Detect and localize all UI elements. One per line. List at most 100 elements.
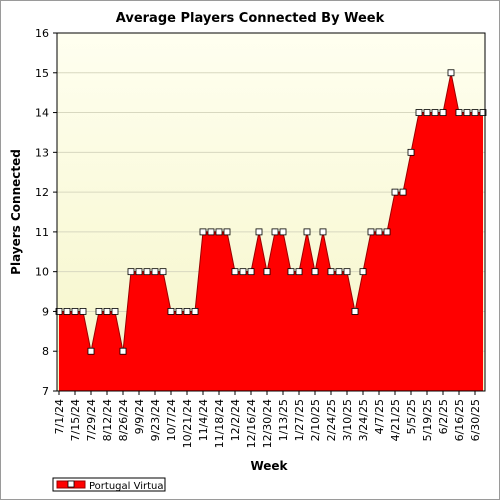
x-tick-label: 12/2/24 xyxy=(229,399,242,441)
data-point xyxy=(207,228,215,236)
y-tick-label: 8 xyxy=(42,345,49,358)
series-area xyxy=(59,72,483,392)
data-point xyxy=(335,268,343,276)
data-point xyxy=(271,228,279,236)
data-point xyxy=(79,308,87,315)
data-point xyxy=(127,268,135,276)
data-point xyxy=(231,268,239,276)
x-tick-label: 9/23/24 xyxy=(149,399,162,441)
plot-border xyxy=(56,32,486,392)
chart-title: Average Players Connected By Week xyxy=(116,11,385,26)
y-axis-title: Players Connected xyxy=(9,149,23,275)
data-point xyxy=(463,109,471,116)
data-point xyxy=(455,109,463,116)
y-tick-label: 9 xyxy=(42,305,49,318)
x-tick-label: 3/24/25 xyxy=(357,399,370,441)
data-point xyxy=(471,109,479,116)
x-tick-label: 11/18/24 xyxy=(213,399,226,448)
data-point xyxy=(199,228,207,236)
x-axis-title: Week xyxy=(250,459,288,473)
x-tick-label: 5/5/25 xyxy=(405,399,418,434)
data-point xyxy=(223,228,231,236)
data-point xyxy=(415,109,423,116)
data-point xyxy=(303,228,311,236)
data-point xyxy=(447,69,455,77)
x-tick-label: 5/19/25 xyxy=(421,399,434,441)
y-tick-label: 7 xyxy=(42,385,49,398)
x-tick-label: 2/24/25 xyxy=(325,399,338,441)
data-point xyxy=(423,109,431,116)
data-area xyxy=(59,72,483,392)
data-point xyxy=(103,308,111,315)
data-point xyxy=(215,228,223,236)
data-point xyxy=(71,308,79,315)
data-point xyxy=(287,268,295,276)
data-point xyxy=(263,268,271,276)
data-point xyxy=(375,228,383,236)
y-tick-label: 10 xyxy=(35,266,49,279)
x-tick-label: 10/21/24 xyxy=(181,399,194,448)
x-tick-label: 3/10/25 xyxy=(341,399,354,441)
data-point xyxy=(479,109,487,116)
y-axis-ticks: 7 8 9 10 11 12 13 14 15 16 xyxy=(35,27,57,398)
data-point xyxy=(135,268,143,276)
x-tick-label: 6/30/25 xyxy=(469,399,482,441)
data-point xyxy=(255,228,263,236)
data-point xyxy=(119,347,127,355)
x-tick-label: 12/30/24 xyxy=(261,399,274,448)
data-point xyxy=(239,268,247,276)
data-point xyxy=(399,188,407,196)
data-point xyxy=(175,308,183,315)
data-point xyxy=(183,308,191,315)
data-point xyxy=(167,308,175,315)
data-point xyxy=(407,148,415,156)
data-point xyxy=(191,308,199,315)
data-point xyxy=(87,347,95,355)
x-tick-label: 4/21/25 xyxy=(389,399,402,441)
y-tick-label: 15 xyxy=(35,67,49,80)
data-point xyxy=(279,228,287,236)
data-point xyxy=(439,109,447,116)
x-tick-label: 9/9/24 xyxy=(133,399,146,434)
data-point xyxy=(143,268,151,276)
x-tick-label: 7/1/24 xyxy=(53,399,66,434)
x-tick-label: 12/16/24 xyxy=(245,399,258,448)
data-point xyxy=(111,308,119,315)
y-tick-label: 11 xyxy=(35,226,49,239)
x-tick-label: 11/4/24 xyxy=(197,399,210,441)
x-tick-label: 6/16/25 xyxy=(453,399,466,441)
x-tick-label: 6/2/25 xyxy=(437,399,450,434)
data-point xyxy=(295,268,303,276)
x-tick-label: 2/10/25 xyxy=(309,399,322,441)
data-point xyxy=(431,109,439,116)
data-point xyxy=(95,308,103,315)
x-tick-label: 10/7/24 xyxy=(165,399,178,441)
data-point xyxy=(351,308,359,315)
data-point xyxy=(383,228,391,236)
data-point xyxy=(247,268,255,276)
data-point xyxy=(327,268,335,276)
data-point xyxy=(391,188,399,196)
y-tick-label: 16 xyxy=(35,27,49,40)
legend-label: Portugal Virtual xyxy=(89,481,166,492)
y-tick-label: 12 xyxy=(35,186,49,199)
x-tick-label: 8/12/24 xyxy=(101,399,114,441)
data-point xyxy=(319,228,327,236)
y-tick-label: 14 xyxy=(35,107,49,120)
data-point xyxy=(159,268,167,276)
x-tick-label: 1/13/25 xyxy=(277,399,290,441)
data-markers xyxy=(55,69,487,355)
x-tick-label: 8/26/24 xyxy=(117,399,130,441)
legend: Portugal Virtual xyxy=(52,477,166,492)
data-point xyxy=(151,268,159,276)
series-line xyxy=(59,72,483,352)
legend-marker xyxy=(67,480,75,488)
x-tick-label: 7/29/24 xyxy=(85,399,98,441)
data-point xyxy=(63,308,71,315)
x-tick-label: 7/15/24 xyxy=(69,399,82,441)
data-point xyxy=(311,268,319,276)
data-point xyxy=(343,268,351,276)
data-point xyxy=(367,228,375,236)
y-tick-label: 13 xyxy=(35,146,49,159)
